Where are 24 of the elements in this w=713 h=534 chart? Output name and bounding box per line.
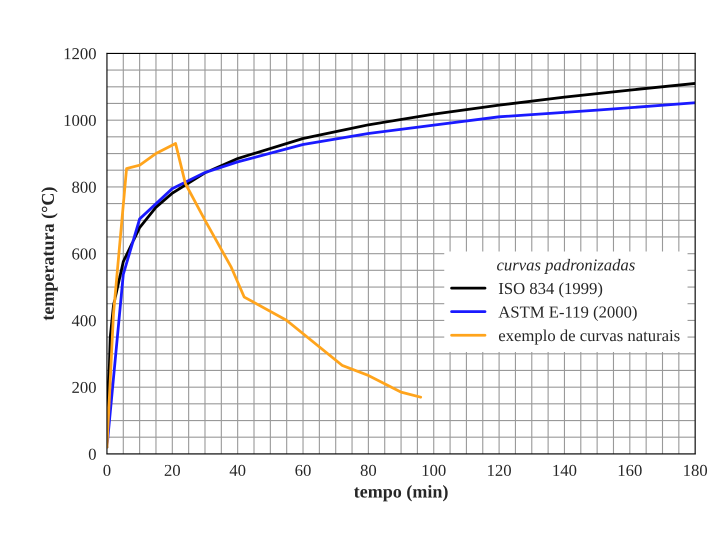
y-tick-label: 800 [72, 182, 96, 193]
y-tick-label: 0 [88, 448, 96, 460]
x-axis-title: tempo (min) [354, 484, 448, 502]
x-tick-label: 60 [295, 464, 311, 476]
x-tick-label: 180 [684, 464, 708, 476]
x-tick-label: 120 [488, 464, 511, 476]
y-tick-label: 1200 [64, 48, 96, 60]
x-tick-label: 160 [618, 464, 642, 476]
x-tick-label: 40 [230, 464, 246, 476]
x-tick-label: 100 [422, 464, 446, 476]
legend-label: ISO 834 (1999) [498, 282, 602, 298]
y-tick-label: 1000 [64, 114, 96, 126]
y-axis-title: temperatura (°C) [41, 187, 58, 320]
y-tick-label: 600 [72, 248, 96, 260]
y-tick-label: 400 [72, 315, 96, 326]
x-tick-label: 140 [553, 464, 576, 476]
line-series [106, 142, 422, 449]
y-tick-label: 200 [72, 382, 96, 394]
legend-title: curvas padronizadas [497, 258, 635, 274]
x-tick-label: 0 [103, 464, 110, 476]
legend-label: ASTM E-119 (2000) [498, 306, 637, 322]
legend-label: exemplo de curvas naturais [498, 329, 680, 345]
x-tick-label: 80 [360, 464, 376, 476]
x-tick-label: 20 [164, 464, 180, 476]
